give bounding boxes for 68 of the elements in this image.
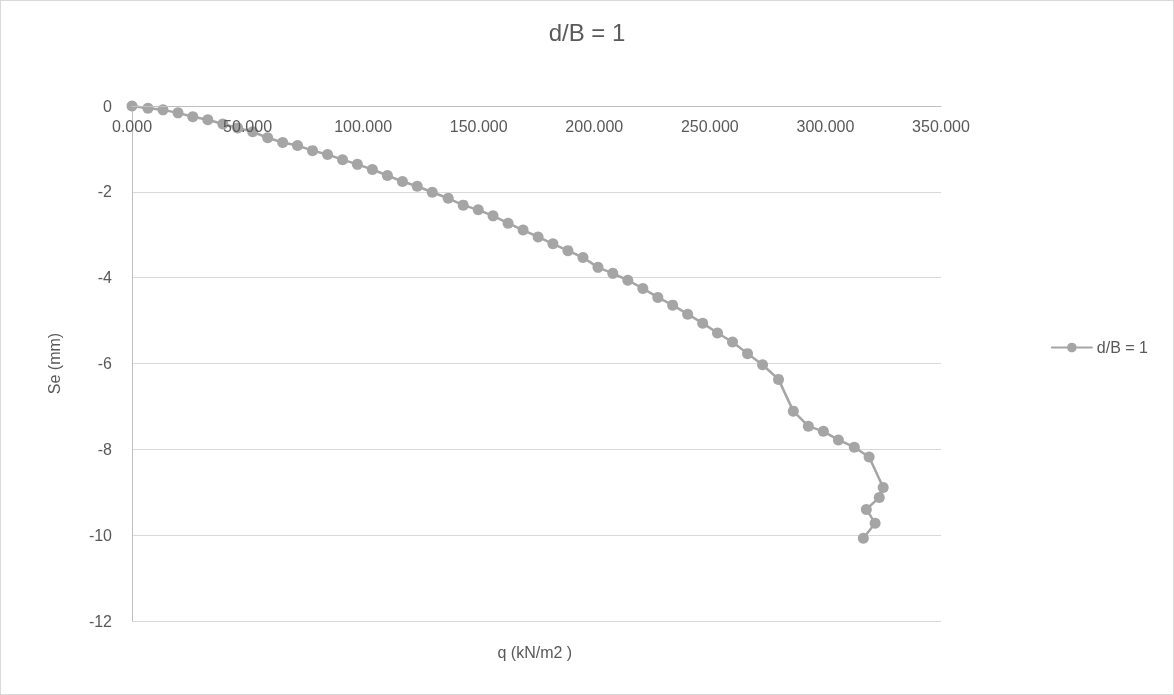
y-tick-label: -12	[88, 612, 113, 630]
point	[547, 238, 559, 250]
y-tick-label: -4	[97, 269, 113, 287]
point	[351, 158, 363, 170]
y-tick-label: -8	[97, 440, 113, 458]
point	[869, 517, 881, 529]
legend-label: d/B = 1	[1096, 339, 1149, 356]
point	[667, 299, 679, 311]
x-tick-label: 350.000	[912, 117, 971, 135]
x-tick-label: 100.000	[334, 117, 393, 135]
point	[802, 420, 814, 432]
point	[532, 231, 544, 243]
point	[848, 441, 860, 453]
x-tick-label: 50.000	[223, 117, 273, 135]
point	[637, 282, 649, 294]
point	[652, 291, 664, 303]
point	[307, 145, 319, 157]
chart-title: d/B = 1	[548, 18, 626, 46]
point	[577, 252, 589, 263]
point	[442, 192, 454, 204]
point	[712, 327, 723, 339]
y-tick-label: -2	[97, 183, 113, 201]
x-tick-label: 300.000	[796, 117, 855, 135]
point	[727, 336, 739, 348]
point	[697, 317, 709, 329]
point	[860, 503, 872, 515]
point	[863, 451, 875, 463]
point	[411, 180, 423, 192]
point	[622, 274, 634, 286]
point	[562, 245, 574, 257]
y-tick-label: -6	[97, 355, 113, 372]
point	[292, 139, 303, 151]
point	[502, 217, 514, 229]
point	[682, 308, 694, 320]
y-tick-label: 0	[103, 97, 113, 115]
point	[873, 491, 885, 503]
point	[172, 107, 184, 119]
x-tick-label: 0.000	[111, 117, 153, 135]
point	[426, 186, 438, 198]
point	[773, 373, 785, 385]
point	[396, 176, 408, 188]
point	[817, 425, 829, 437]
point	[202, 114, 214, 126]
point	[322, 149, 334, 160]
point	[517, 224, 529, 236]
point	[277, 136, 289, 148]
point	[742, 348, 754, 360]
point	[487, 210, 499, 222]
y-axis-title: Se (mm)	[45, 332, 63, 395]
point	[877, 482, 889, 494]
point	[832, 434, 844, 446]
point	[381, 170, 393, 182]
point	[607, 267, 619, 279]
point	[787, 405, 799, 417]
x-tick-label: 200.000	[565, 117, 624, 135]
point	[592, 261, 604, 273]
x-tick-label: 250.000	[680, 117, 739, 135]
point	[857, 532, 869, 544]
point	[472, 204, 484, 216]
x-axis-title: q (kN/m2 )	[497, 643, 573, 661]
point	[457, 199, 469, 211]
y-tick-label: -10	[88, 526, 113, 544]
point	[366, 164, 378, 176]
x-tick-label: 150.000	[449, 117, 508, 135]
point	[337, 154, 349, 166]
point	[187, 111, 199, 123]
point	[757, 359, 769, 371]
point	[262, 132, 274, 144]
